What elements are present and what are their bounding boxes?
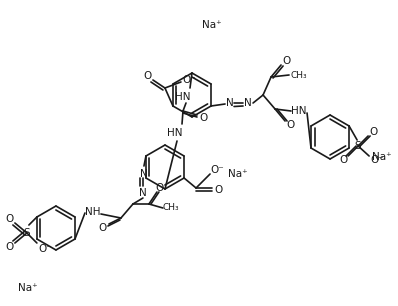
Text: O: O — [282, 56, 290, 66]
Text: CH₃: CH₃ — [163, 203, 179, 212]
Text: O: O — [339, 155, 347, 165]
Text: O⁻: O⁻ — [370, 155, 384, 165]
Text: O: O — [6, 242, 14, 252]
Text: O: O — [99, 223, 107, 233]
Text: O⁻: O⁻ — [182, 75, 196, 85]
Text: Na⁺: Na⁺ — [228, 169, 248, 179]
Text: Na⁺: Na⁺ — [18, 283, 38, 293]
Text: N: N — [139, 188, 147, 198]
Text: O: O — [199, 113, 207, 123]
Text: HN: HN — [175, 92, 191, 102]
Text: O⁻: O⁻ — [38, 244, 52, 254]
Text: S: S — [23, 228, 30, 238]
Text: CH₃: CH₃ — [291, 70, 307, 80]
Text: Na⁺: Na⁺ — [202, 20, 222, 30]
Text: O: O — [144, 71, 152, 81]
Text: N: N — [226, 98, 234, 108]
Text: S: S — [355, 141, 361, 151]
Text: NH: NH — [85, 207, 101, 217]
Text: O⁻: O⁻ — [210, 165, 224, 175]
Text: O: O — [214, 185, 222, 195]
Text: HN: HN — [167, 128, 183, 138]
Text: O: O — [156, 183, 164, 193]
Text: Na⁺: Na⁺ — [372, 152, 392, 162]
Text: O: O — [286, 120, 294, 130]
Text: N: N — [244, 98, 252, 108]
Text: O: O — [6, 214, 14, 224]
Text: HN: HN — [291, 106, 307, 116]
Text: O: O — [369, 127, 377, 137]
Text: N: N — [140, 169, 148, 179]
